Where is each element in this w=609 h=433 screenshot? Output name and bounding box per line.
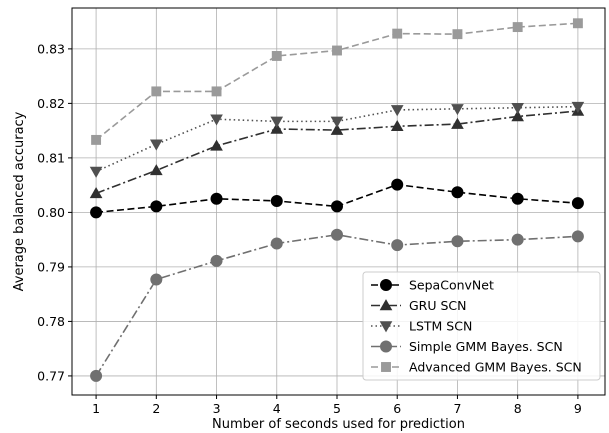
data-point [379, 299, 393, 311]
data-point [511, 110, 524, 122]
data-point [210, 192, 223, 205]
data-point [270, 237, 283, 250]
data-point [89, 166, 103, 178]
data-point [210, 254, 223, 267]
data-point [270, 116, 284, 128]
data-point [512, 22, 523, 33]
y-axis-label: Average balanced accuracy [12, 111, 27, 291]
data-point [90, 206, 103, 219]
x-axis-ticks: 1 2 3 4 5 6 7 8 9 [92, 395, 582, 416]
x-tick-label: 1 [92, 401, 100, 416]
data-point [332, 45, 342, 56]
data-point [380, 279, 392, 291]
y-tick-label: 0.78 [37, 314, 65, 329]
data-point [211, 86, 222, 97]
x-tick-label: 8 [514, 401, 522, 416]
data-point [330, 123, 344, 135]
data-point [379, 321, 393, 333]
data-point [381, 362, 391, 372]
data-point [571, 101, 585, 113]
data-point [390, 105, 404, 117]
data-point [451, 235, 464, 248]
data-point [330, 116, 344, 128]
legend-label: SepaConvNet [409, 278, 494, 293]
data-point [391, 178, 404, 191]
data-point [511, 192, 524, 205]
data-point [330, 200, 343, 213]
data-point [210, 114, 223, 126]
series-sepaconvnet [90, 178, 584, 219]
legend-item: Simple GMM Bayes. SCN [371, 339, 563, 354]
data-point [391, 239, 404, 252]
data-point [571, 230, 584, 243]
x-tick-label: 4 [273, 401, 281, 416]
data-point [451, 186, 464, 199]
data-point [90, 369, 103, 382]
x-tick-label: 5 [333, 401, 341, 416]
y-tick-label: 0.83 [37, 41, 65, 56]
data-point [451, 104, 464, 116]
x-tick-label: 7 [453, 401, 461, 416]
series-simple-gmm-bayes-scn [90, 228, 584, 382]
data-point [330, 228, 343, 241]
series-line [95, 233, 578, 377]
legend-item: Advanced GMM Bayes. SCN [371, 360, 582, 375]
legend-label: Simple GMM Bayes. SCN [409, 339, 563, 354]
y-tick-label: 0.81 [37, 150, 65, 165]
legend-item: LSTM SCN [371, 319, 472, 334]
y-tick-label: 0.82 [37, 96, 65, 111]
data-point [451, 117, 464, 129]
y-axis-ticks: 0.77 0.78 0.79 0.80 0.81 0.82 0.83 [37, 41, 72, 383]
x-axis-label: Number of seconds used for prediction [212, 417, 465, 432]
data-point [270, 194, 283, 207]
data-point [452, 29, 463, 40]
data-point [511, 103, 524, 115]
data-point [390, 119, 404, 132]
data-point [270, 122, 284, 134]
x-tick-label: 3 [213, 401, 221, 416]
series-line [95, 110, 578, 195]
data-point [151, 86, 162, 97]
x-tick-label: 6 [393, 401, 401, 416]
y-tick-label: 0.80 [37, 205, 65, 220]
data-point [89, 186, 103, 199]
data-point [572, 18, 583, 29]
data-point [380, 340, 392, 353]
y-tick-label: 0.79 [37, 259, 65, 274]
legend-label: Advanced GMM Bayes. SCN [409, 360, 582, 375]
data-point [271, 51, 282, 61]
legend-label: GRU SCN [409, 298, 467, 313]
data-point [511, 233, 524, 246]
legend-box [362, 271, 601, 381]
data-point [149, 139, 163, 151]
data-point [150, 200, 163, 213]
legend-item: GRU SCN [371, 298, 467, 313]
data-point [392, 28, 403, 39]
data-point [150, 273, 163, 286]
x-tick-label: 2 [152, 401, 160, 416]
legend-label: LSTM SCN [409, 319, 472, 334]
data-point [571, 197, 584, 210]
data-point [149, 164, 163, 176]
y-tick-label: 0.77 [37, 368, 65, 383]
legend-item: SepaConvNet [371, 278, 494, 293]
legend: SepaConvNet GRU SCN LSTM SCN Simple GMM Bay… [362, 271, 601, 381]
data-point [91, 134, 102, 145]
series-advanced-gmm-bayes-scn [91, 18, 583, 145]
x-tick-label: 9 [574, 401, 582, 416]
plot-frame [71, 7, 606, 396]
series-group [89, 18, 585, 382]
data-point [210, 139, 223, 151]
series-lstm-scn [89, 101, 585, 178]
